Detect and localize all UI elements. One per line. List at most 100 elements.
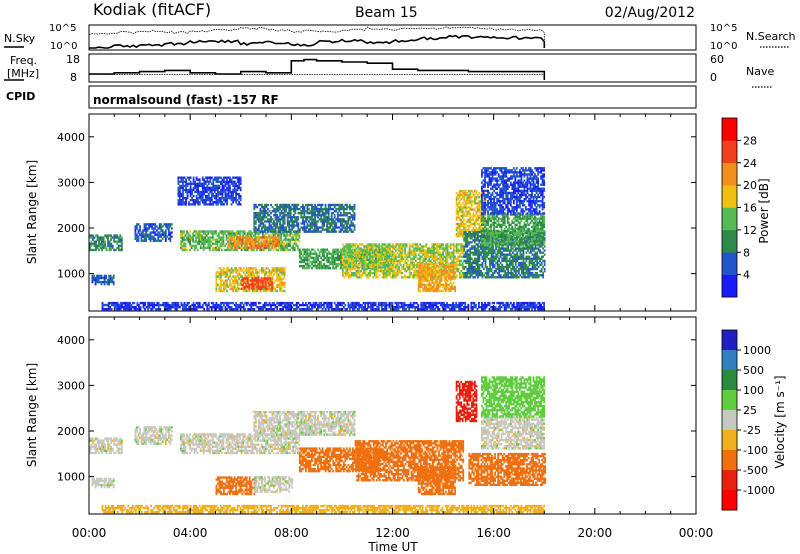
heatmap-cell (142, 239, 144, 242)
heatmap-cell (347, 212, 350, 215)
heatmap-cell (181, 238, 184, 241)
heatmap-cell (478, 253, 481, 256)
heatmap-cell (259, 236, 261, 239)
heatmap-cell (284, 234, 287, 237)
heatmap-cell (120, 248, 123, 252)
heatmap-cell (93, 240, 96, 243)
heatmap-cell (217, 184, 219, 188)
heatmap-cell (170, 223, 173, 226)
heatmap-cell (349, 251, 352, 254)
heatmap-cell (229, 197, 231, 200)
heatmap-cell (259, 218, 262, 221)
heatmap-cell (233, 180, 236, 183)
heatmap-cell (262, 271, 265, 274)
heatmap-cell (443, 279, 446, 282)
heatmap-cell (433, 277, 435, 280)
heatmap-cell (434, 263, 437, 266)
heatmap-cell (478, 259, 481, 263)
heatmap-cell (170, 231, 173, 234)
heatmap-cell (401, 259, 403, 263)
heatmap-cell (338, 203, 341, 207)
heatmap-cell (189, 240, 192, 243)
heatmap-cell (367, 249, 370, 252)
heatmap-cell (446, 245, 449, 248)
heatmap-cell (298, 260, 301, 264)
heatmap-cell (445, 265, 447, 268)
heatmap-cell (428, 289, 431, 293)
heatmap-cell (445, 245, 447, 248)
heatmap-cell (282, 203, 285, 207)
heatmap-cell (440, 243, 443, 246)
heatmap-cell (382, 259, 385, 263)
heatmap-cell (220, 182, 222, 185)
heatmap-cell (378, 251, 381, 254)
heatmap-cell (401, 267, 403, 271)
heatmap-cell (306, 205, 309, 209)
heatmap-cell (227, 186, 230, 190)
heatmap-cell (392, 259, 394, 263)
heatmap-cell (315, 258, 318, 262)
heatmap-cell (339, 207, 342, 211)
heatmap-cell (263, 283, 266, 286)
heatmap-cell (417, 285, 420, 289)
heatmap-cell (363, 267, 366, 271)
heatmap-cell (320, 256, 323, 260)
heatmap-cell (446, 261, 449, 265)
heatmap-cell (452, 265, 455, 269)
heatmap-cell (137, 229, 140, 232)
heatmap-cell (352, 216, 354, 219)
heatmap-cell (458, 274, 461, 277)
heatmap-cell (373, 263, 376, 267)
heatmap-cell (324, 256, 327, 260)
heatmap-cell (352, 272, 355, 275)
heatmap-cell (189, 184, 192, 188)
heatmap-cell (158, 233, 161, 236)
heatmap-cell (230, 287, 233, 291)
heatmap-cell (244, 269, 247, 272)
heatmap-cell (235, 244, 238, 247)
heatmap-cell (469, 259, 472, 263)
heatmap-cell (396, 270, 399, 273)
heatmap-cell (193, 240, 196, 243)
heatmap-cell (327, 226, 330, 229)
heatmap-cell (359, 254, 362, 258)
heatmap-cell (181, 230, 184, 233)
heatmap-cell (218, 289, 221, 293)
heatmap-cell (431, 289, 434, 293)
heatmap-cell (149, 233, 152, 236)
heatmap-cell (106, 280, 109, 284)
heatmap-cell (143, 237, 146, 240)
heatmap-cell (470, 261, 473, 265)
heatmap-cell (180, 194, 183, 198)
heatmap-cell (481, 274, 484, 277)
heatmap-cell (439, 289, 441, 293)
heatmap-cell (375, 274, 378, 277)
heatmap-cell (180, 184, 183, 188)
heatmap-cell (228, 246, 230, 249)
heatmap-cell (392, 276, 394, 279)
heatmap-cell (355, 276, 358, 279)
heatmap-cell (166, 235, 169, 238)
heatmap-cell (428, 285, 431, 289)
heatmap-cell (293, 238, 296, 241)
heatmap-cell (206, 180, 209, 183)
heatmap-cell (366, 257, 369, 260)
heatmap-cell (280, 210, 283, 213)
heatmap-cell (117, 238, 120, 241)
heatmap-cell (216, 242, 219, 245)
heatmap-cell (493, 233, 496, 236)
heatmap-cell (230, 194, 233, 198)
heatmap-cell (232, 182, 235, 185)
heatmap-cell (166, 227, 169, 230)
heatmap-cell (389, 253, 391, 256)
heatmap-cell (205, 246, 208, 250)
heatmap-cell (246, 248, 249, 252)
beam-title: Beam 15 (355, 5, 418, 21)
heatmap-cell (461, 245, 464, 248)
heatmap-cell (487, 270, 490, 273)
heatmap-cell (461, 194, 464, 197)
heatmap-cell (265, 203, 268, 207)
heatmap-cell (104, 234, 107, 237)
heatmap-cell (318, 226, 321, 229)
